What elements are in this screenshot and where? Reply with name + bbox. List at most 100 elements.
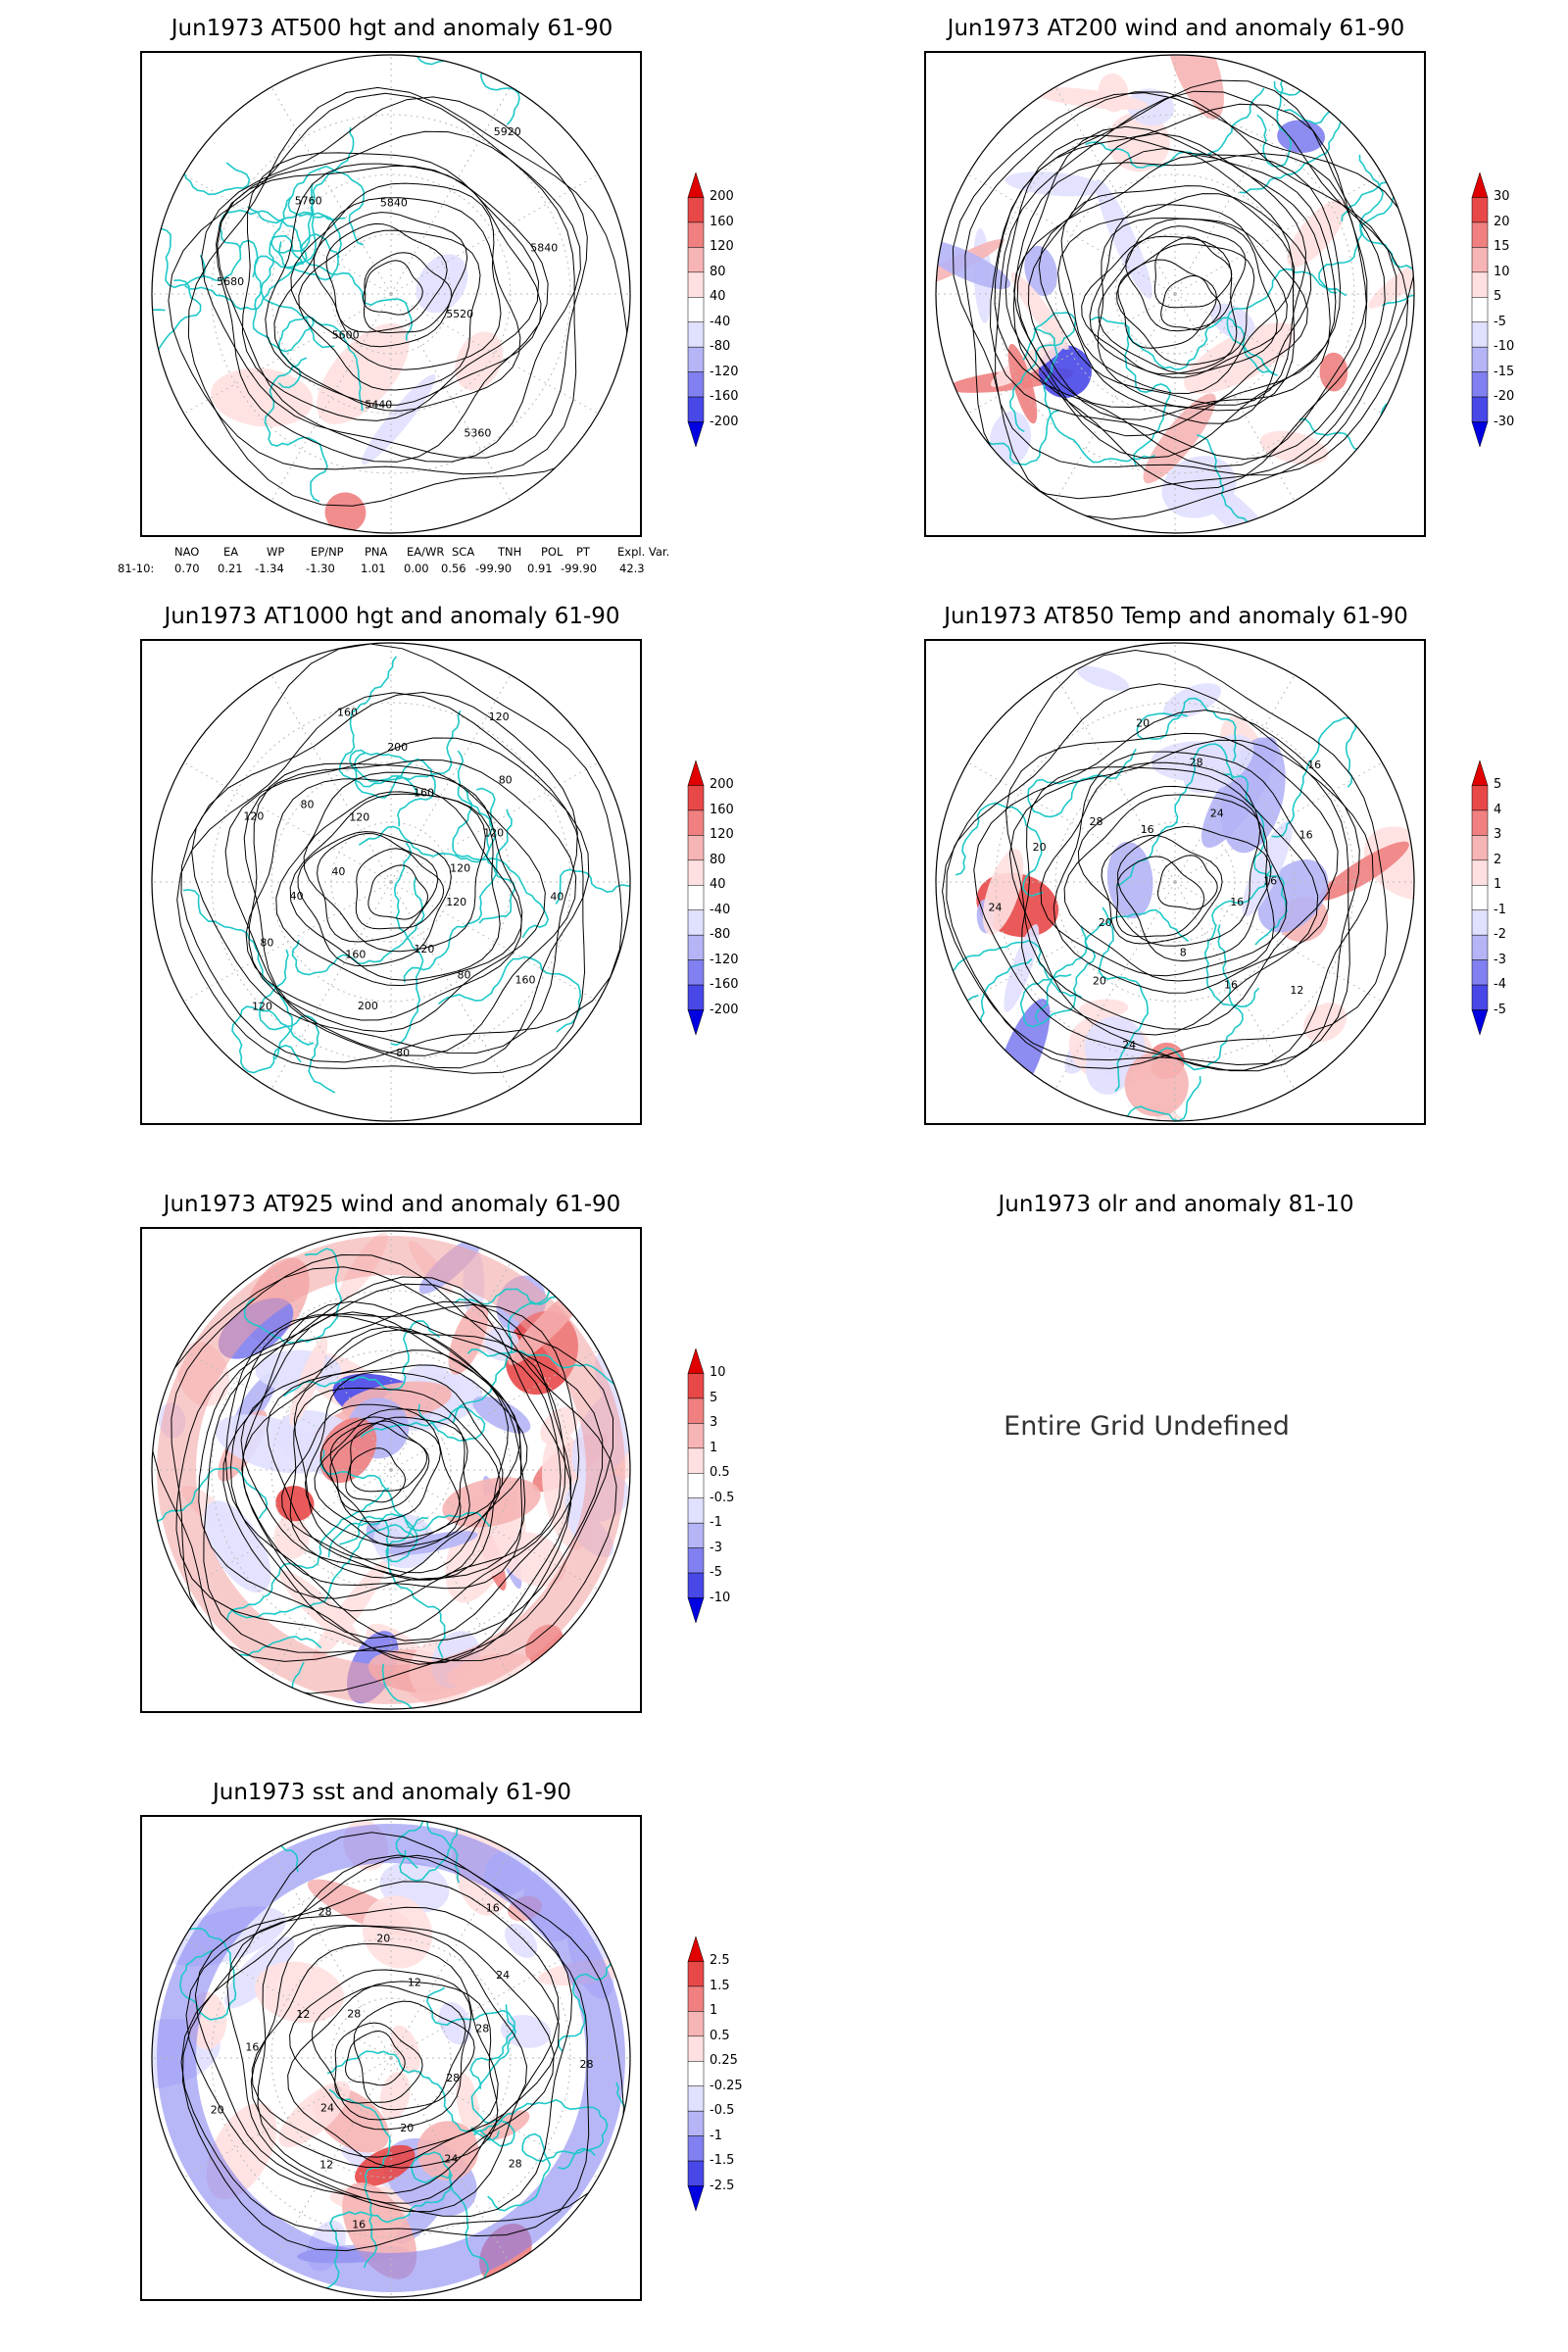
polar-map-canvas: 5520 5360 5440 5600 5680 5760 5840 5920 5840 [151,54,631,534]
contour-line [325,222,448,333]
colorbar-swatch [1471,346,1489,372]
coastline [152,1466,269,1568]
colorbar-swatch [687,1009,705,1036]
meridian-line [1174,173,1383,295]
map-boundary [151,642,631,1122]
contour-line [1115,856,1205,938]
contour-label: 120 [243,809,264,822]
streamline [1098,218,1278,374]
streamline [224,1303,580,1642]
teleconnection-value: 42.3 [619,562,645,575]
anomaly-shading [1319,841,1409,901]
colorbar-swatch [687,1423,705,1449]
panel-title: Jun1973 sst and anomaly 61-90 [212,1780,572,1805]
streamline [241,1326,523,1590]
panel-title: Jun1973 AT500 hgt and anomaly 61-90 [171,16,613,41]
colorbar-tick-label: 2 [1494,852,1502,867]
colorbar-swatch [687,346,705,372]
anomaly-shading [1095,178,1152,299]
panel-at200: Jun1973 AT200 wind and anomaly 61-90 30 2… [784,0,1568,588]
contour-label: 28 [1190,756,1203,768]
coastline [319,1449,491,1532]
colorbar-tick-label: 20 [1494,214,1510,229]
teleconnection-header: Expl. Var. [617,545,670,559]
meridian-line [390,2057,512,2266]
colorbar-tick-label: -40 [710,314,731,329]
streamline [314,1408,470,1547]
colorbar-tick-label: -80 [710,339,731,355]
colorbar-swatch [687,396,705,422]
colorbar-tick-label: -10 [1494,339,1515,355]
colorbar-swatch [1471,809,1489,836]
anomaly-shading [1007,343,1038,424]
contour-label: 16 [1263,875,1277,888]
contour-label: 28 [580,2058,594,2071]
colorbar-swatch [687,1473,705,1498]
colorbar-swatch [687,2011,705,2037]
colorbar-swatch [687,909,705,936]
meridian-line [390,881,512,1090]
coastline [338,656,417,796]
colorbar-tick-label: 0.5 [710,2028,730,2043]
coastline [252,234,315,353]
anomaly-shading [1201,736,1278,849]
panel-title: Jun1973 olr and anomaly 81-10 [998,1192,1354,1217]
coastline [1008,312,1077,432]
colorbar-swatch [1471,984,1489,1010]
anomaly-shading [936,239,1011,289]
contour-line [363,260,423,316]
panel-sst: Jun1973 sst and anomaly 61-90 28 28 24 20 16… [0,1764,784,2352]
coastline [184,183,317,311]
colorbar-tick-label: -2 [1494,927,1506,943]
colorbar-swatch [1471,321,1489,348]
coastline [287,165,366,246]
colorbar-swatch [687,2035,705,2062]
colorbar-swatches [687,172,705,448]
coastline [264,357,328,503]
contour-line [226,1906,560,2204]
colorbar-swatch [687,1597,705,1624]
teleconnection-header: EA/WR [407,545,445,559]
colorbar-swatch [1471,885,1489,910]
anomaly-shading [362,374,436,466]
contour-label: 80 [396,1047,410,1059]
contour-label: 20 [1033,841,1047,854]
anomaly-shading [1319,352,1348,392]
colorbar-tick-label: -160 [710,389,739,405]
coastline [152,279,202,388]
colorbar-tick-label: 40 [710,289,726,305]
coastline [936,409,1060,466]
streamline [1089,204,1288,378]
coastline [328,2088,391,2269]
contour-label: 120 [450,862,470,875]
undefined-grid-message: Entire Grid Undefined [1004,1411,1290,1442]
colorbar-swatch [687,172,705,198]
meridian-line [390,1349,599,1471]
colorbar-swatch [1471,271,1489,298]
contour-line [290,182,502,370]
anomaly-shading [993,999,1051,1113]
colorbar-tick-label: 3 [710,1415,718,1431]
colorbar-tick-label: -40 [710,902,731,917]
colorbar-tick-label: 2.5 [710,1953,730,1969]
colorbar-tick-label: -0.25 [710,2078,743,2093]
meridian-line [1054,293,1176,502]
contour-line [191,691,578,1054]
contour-line [353,2000,475,2111]
contour-label: 40 [331,865,345,878]
colorbar-tick-label: 160 [710,214,734,229]
coastline [395,1819,544,1869]
colorbar-swatch [687,221,705,248]
meridian-line [270,2057,392,2266]
streamline [203,1276,617,1662]
contour-line [355,848,445,930]
anomaly-shading [1098,73,1129,113]
colorbar-swatch [1471,421,1489,448]
colorbar-tick-label: 30 [1494,189,1510,205]
map-at1000: 120 160 80 120 80 200 160 120 80 40 40 120 80 120 160 2… [140,639,642,1125]
colorbar-swatch [687,1961,705,1987]
colorbar-tick-label: 160 [710,802,734,817]
contour-label: 24 [320,2101,334,2114]
colorbar-tick-label: -200 [710,1002,739,1017]
meridian-line [390,1469,599,1591]
